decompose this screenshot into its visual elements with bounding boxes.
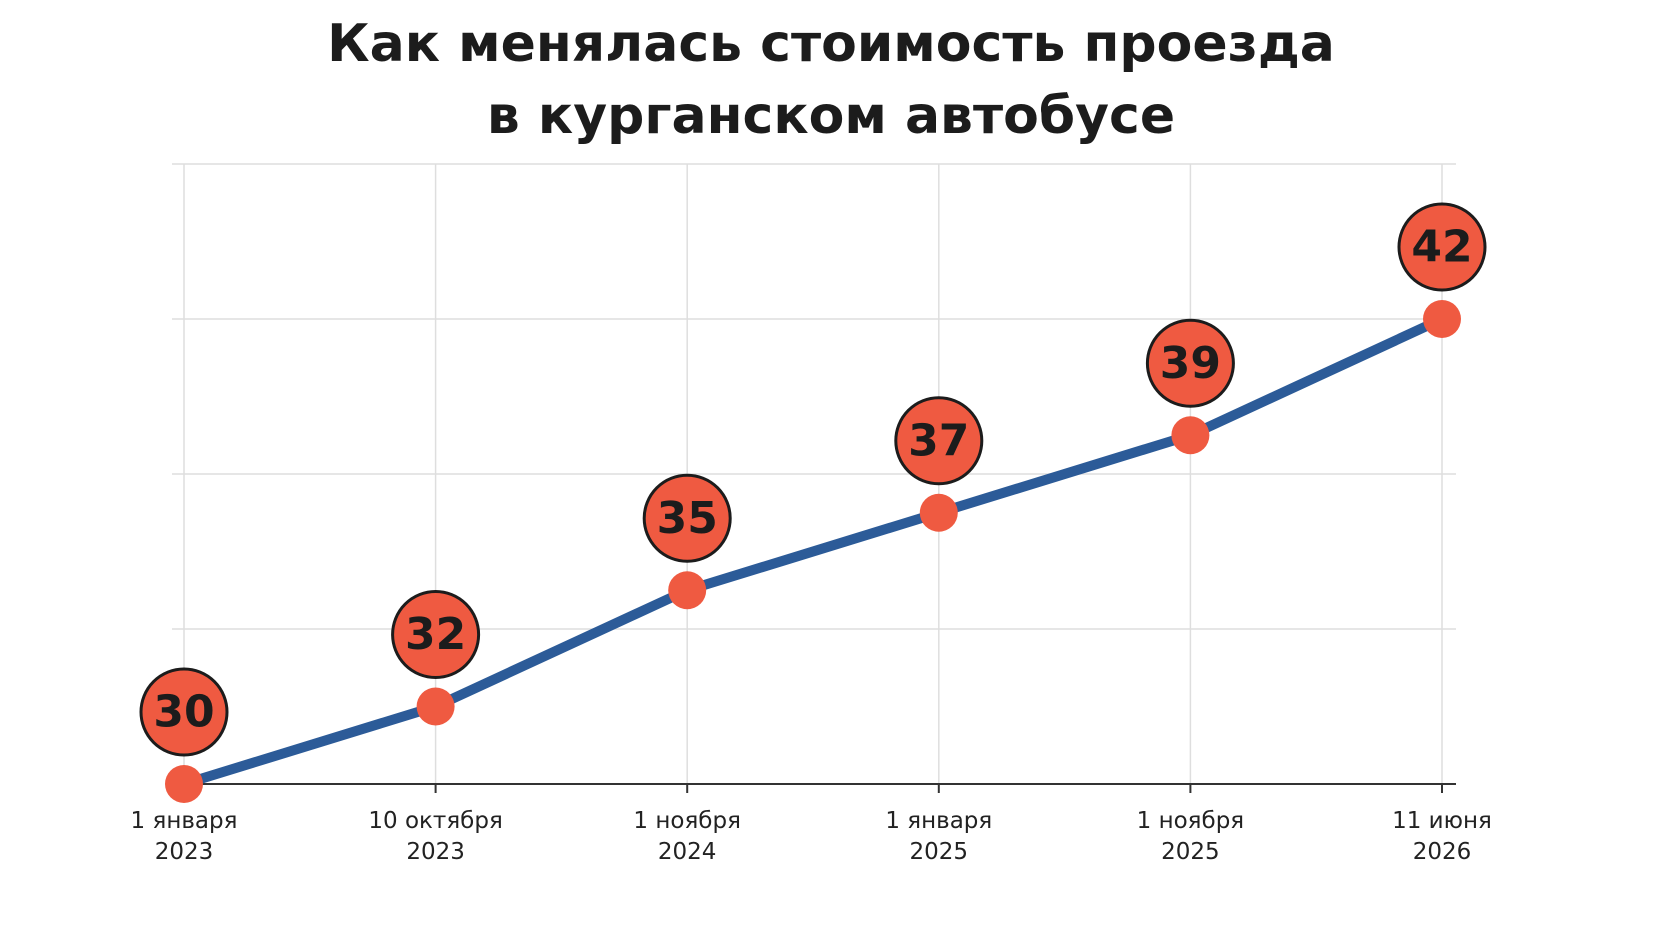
chart-title: Как менялась стоимость проезда в курганс… (327, 14, 1335, 146)
x-tick-label: 10 октября 2023 (368, 808, 503, 865)
point (1423, 300, 1461, 338)
value-label: 42 (1411, 222, 1472, 273)
value-badge (642, 473, 732, 563)
x-tick-label: 1 ноября 2024 (633, 808, 741, 865)
x-tick-label: 1 января 2023 (130, 808, 238, 865)
point (165, 765, 203, 803)
point (416, 687, 455, 726)
value-label: 39 (1160, 338, 1221, 389)
point (919, 493, 958, 532)
x-tick-label: 1 ноября 2025 (1136, 808, 1245, 865)
value-label: 30 (153, 687, 214, 738)
value-badge (139, 667, 229, 757)
x-tick-label: 1 января 2025 (885, 808, 993, 865)
point (668, 571, 707, 610)
value-badge (1145, 318, 1235, 408)
value-label: 32 (405, 609, 466, 660)
x-tick-label: 11 июня 2026 (1392, 808, 1492, 865)
value-badge (391, 590, 481, 679)
value-label: 35 (657, 493, 718, 544)
value-badge (894, 396, 984, 486)
line (179, 314, 1447, 789)
point (1171, 416, 1210, 455)
value-label: 37 (908, 415, 969, 466)
value-badge (1397, 202, 1487, 292)
